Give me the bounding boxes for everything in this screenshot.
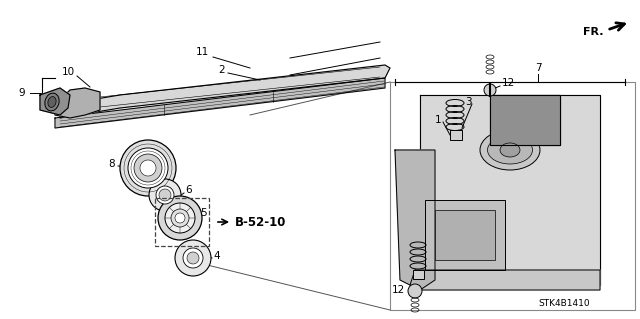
Polygon shape <box>490 95 560 145</box>
Circle shape <box>183 248 203 268</box>
Text: 3: 3 <box>398 265 404 275</box>
Bar <box>435 210 495 260</box>
Circle shape <box>187 252 199 264</box>
Ellipse shape <box>488 136 532 164</box>
Text: 1: 1 <box>398 243 404 253</box>
Text: 4: 4 <box>213 251 220 261</box>
Ellipse shape <box>48 97 56 108</box>
Ellipse shape <box>500 143 520 157</box>
Text: 13: 13 <box>62 101 76 111</box>
Circle shape <box>171 209 189 227</box>
Bar <box>425 200 505 270</box>
Text: 6: 6 <box>185 185 191 195</box>
Circle shape <box>484 84 496 96</box>
Circle shape <box>134 154 162 182</box>
Bar <box>155 198 209 246</box>
Polygon shape <box>40 88 70 115</box>
Text: 11: 11 <box>196 47 209 57</box>
Polygon shape <box>395 150 435 290</box>
Text: 10: 10 <box>62 67 75 77</box>
Polygon shape <box>55 88 100 118</box>
Ellipse shape <box>45 93 59 111</box>
Circle shape <box>156 186 174 204</box>
Text: 12: 12 <box>392 285 405 295</box>
Circle shape <box>408 284 422 298</box>
Circle shape <box>128 148 168 188</box>
Circle shape <box>159 189 171 201</box>
Polygon shape <box>410 270 600 290</box>
Text: 1: 1 <box>435 115 442 125</box>
Text: 12: 12 <box>502 78 515 88</box>
Circle shape <box>175 213 185 223</box>
Text: 8: 8 <box>108 159 115 169</box>
Circle shape <box>175 240 211 276</box>
Circle shape <box>158 196 202 240</box>
Circle shape <box>140 160 156 176</box>
Text: FR.: FR. <box>584 27 604 37</box>
Text: B-52-10: B-52-10 <box>235 216 286 228</box>
Circle shape <box>149 179 181 211</box>
Polygon shape <box>55 78 385 128</box>
Polygon shape <box>60 65 390 118</box>
Circle shape <box>120 140 176 196</box>
Text: 2: 2 <box>218 65 225 75</box>
Circle shape <box>165 203 195 233</box>
Text: 5: 5 <box>200 208 207 218</box>
Polygon shape <box>420 95 600 285</box>
Bar <box>450 130 462 140</box>
Text: 3: 3 <box>465 97 472 107</box>
Text: 7: 7 <box>534 63 541 73</box>
Ellipse shape <box>480 130 540 170</box>
Text: STK4B1410: STK4B1410 <box>538 299 590 308</box>
Bar <box>413 270 424 279</box>
Text: 9: 9 <box>18 88 24 98</box>
